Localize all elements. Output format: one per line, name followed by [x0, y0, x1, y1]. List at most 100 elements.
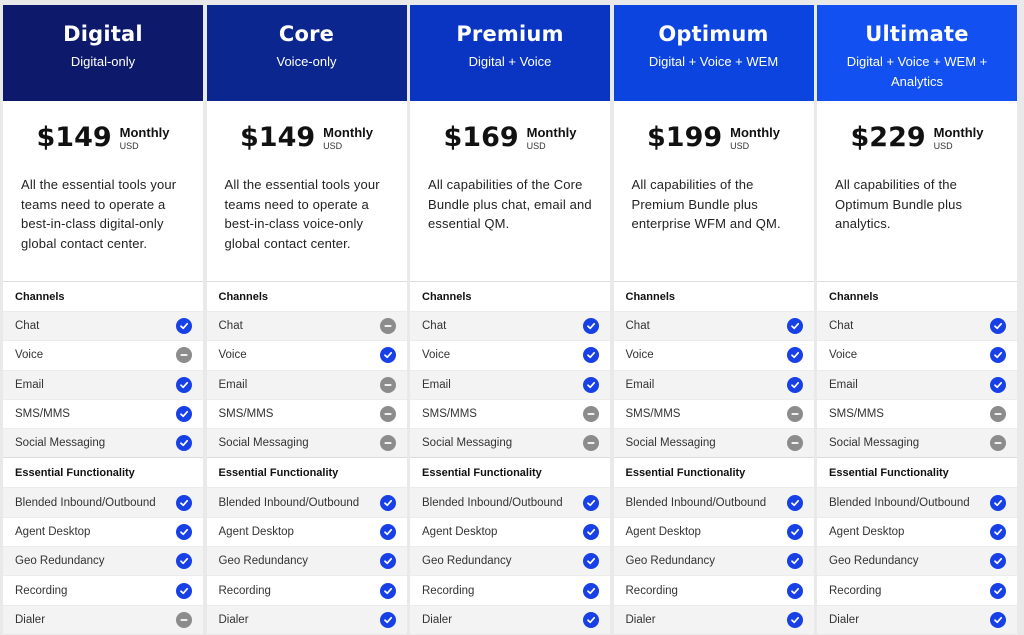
plan-description: All capabilities of the Core Bundle plus… — [428, 177, 592, 231]
feature-row: Geo Redundancy — [206, 546, 407, 576]
price-row: $169 Monthly USD — [428, 123, 592, 161]
feature-row: Social Messaging — [410, 428, 610, 458]
minus-circle-icon — [379, 376, 396, 393]
billing-period: Monthly USD — [120, 123, 170, 151]
minus-circle-icon — [786, 406, 803, 423]
feature-row: Blended Inbound/Outbound — [3, 487, 203, 517]
check-circle-icon — [583, 318, 599, 335]
feature-label: Dialer — [15, 613, 46, 626]
price-block: $169 Monthly USD All capabilities of the Co… — [410, 101, 610, 281]
plan-subtitle: Digital + Voice + WEM + Analytics — [846, 54, 988, 89]
feature-row: Dialer — [410, 604, 610, 634]
feature-row: Blended Inbound/Outbound — [817, 487, 1017, 517]
check-circle-icon — [583, 494, 599, 511]
feature-label: Geo Redundancy — [422, 555, 512, 568]
feature-row: Chat — [613, 311, 814, 341]
check-circle-icon — [176, 494, 192, 511]
currency-label: USD — [526, 141, 546, 151]
feature-label: Voice — [625, 349, 654, 362]
feature-row: Geo Redundancy — [410, 546, 610, 576]
check-circle-icon — [379, 553, 396, 570]
feature-label: Geo Redundancy — [829, 555, 919, 568]
feature-label: Blended Inbound/Outbound — [625, 496, 767, 509]
section-heading: Essential Functionality — [410, 457, 610, 488]
check-circle-icon — [990, 523, 1006, 540]
feature-label: Dialer — [422, 613, 453, 626]
feature-label: Agent Desktop — [625, 525, 701, 538]
check-circle-icon — [786, 347, 803, 364]
plan-header: Premium Digital + Voice — [410, 5, 610, 101]
price-block: $149 Monthly USD All the essential tools yo… — [207, 101, 407, 281]
minus-circle-icon — [786, 435, 803, 452]
plan-header: Optimum Digital + Voice + WEM — [613, 5, 814, 101]
period-label: Monthly — [323, 125, 373, 140]
section-heading: Channels — [3, 281, 203, 311]
feature-label: Recording — [829, 584, 882, 597]
price-row: $149 Monthly USD — [225, 123, 389, 161]
section-heading: Channels — [817, 281, 1017, 311]
feature-label: Email — [829, 378, 858, 391]
feature-row: Social Messaging — [613, 428, 814, 458]
billing-period: Monthly USD — [323, 123, 373, 151]
plan-column-optimum: Optimum Digital + Voice + WEM $199 Monthly U… — [613, 5, 814, 634]
feature-label: Voice — [829, 349, 858, 362]
plan-subtitle: Digital-only — [70, 54, 136, 69]
minus-circle-icon — [379, 435, 396, 452]
feature-row: Agent Desktop — [817, 516, 1017, 547]
check-circle-icon — [990, 582, 1006, 599]
check-circle-icon — [176, 318, 192, 335]
check-circle-icon — [379, 611, 396, 628]
minus-circle-icon — [990, 406, 1006, 423]
feature-row: Agent Desktop — [206, 516, 407, 547]
plan-subtitle: Digital + Voice + WEM — [648, 54, 779, 69]
check-circle-icon — [583, 553, 599, 570]
check-circle-icon — [786, 494, 803, 511]
price-block: $199 Monthly USD All capabilities of the Pr… — [614, 101, 814, 281]
feature-row: Blended Inbound/Outbound — [613, 487, 814, 517]
feature-row: Dialer — [817, 604, 1017, 634]
check-circle-icon — [786, 582, 803, 599]
minus-circle-icon — [990, 435, 1006, 452]
check-circle-icon — [990, 376, 1006, 393]
plan-price: $199 — [647, 122, 723, 153]
feature-label: Agent Desktop — [829, 525, 905, 538]
plan-header: Digital Digital-only — [3, 5, 203, 101]
check-circle-icon — [990, 347, 1006, 364]
check-circle-icon — [786, 553, 803, 570]
feature-label: SMS/MMS — [422, 408, 477, 421]
feature-row: Social Messaging — [817, 428, 1017, 458]
billing-period: Monthly USD — [527, 123, 577, 151]
feature-row: Email — [206, 369, 407, 399]
check-circle-icon — [990, 318, 1006, 335]
feature-label: Agent Desktop — [422, 525, 498, 538]
feature-label: Social Messaging — [829, 437, 920, 450]
feature-label: Recording — [15, 584, 68, 597]
feature-row: Agent Desktop — [410, 516, 610, 547]
plan-column-ultimate: Ultimate Digital + Voice + WEM + Analytic… — [817, 5, 1017, 634]
plan-name: Optimum — [658, 22, 769, 46]
currency-label: USD — [323, 141, 343, 151]
feature-label: Chat — [829, 320, 854, 333]
check-circle-icon — [990, 494, 1006, 511]
plan-description: All the essential tools your teams need … — [224, 177, 380, 251]
check-circle-icon — [990, 611, 1006, 628]
check-circle-icon — [379, 494, 396, 511]
feature-label: Email — [218, 378, 248, 391]
feature-row: Chat — [3, 311, 203, 341]
feature-label: SMS/MMS — [15, 408, 70, 421]
section-heading: Essential Functionality — [817, 457, 1017, 488]
feature-label: Social Messaging — [218, 437, 309, 450]
plan-header: Core Voice-only — [206, 5, 407, 101]
currency-label: USD — [933, 141, 953, 151]
section-heading: Channels — [206, 281, 407, 311]
feature-label: Recording — [625, 584, 678, 597]
feature-label: Blended Inbound/Outbound — [15, 496, 156, 509]
price-row: $199 Monthly USD — [632, 123, 796, 161]
feature-row: Recording — [3, 575, 203, 605]
plan-header: Ultimate Digital + Voice + WEM + Analytic… — [817, 5, 1017, 101]
check-circle-icon — [176, 376, 192, 393]
feature-row: SMS/MMS — [410, 398, 610, 429]
feature-label: Social Messaging — [15, 437, 106, 450]
feature-row: Recording — [817, 575, 1017, 605]
price-row: $149 Monthly USD — [21, 123, 185, 161]
